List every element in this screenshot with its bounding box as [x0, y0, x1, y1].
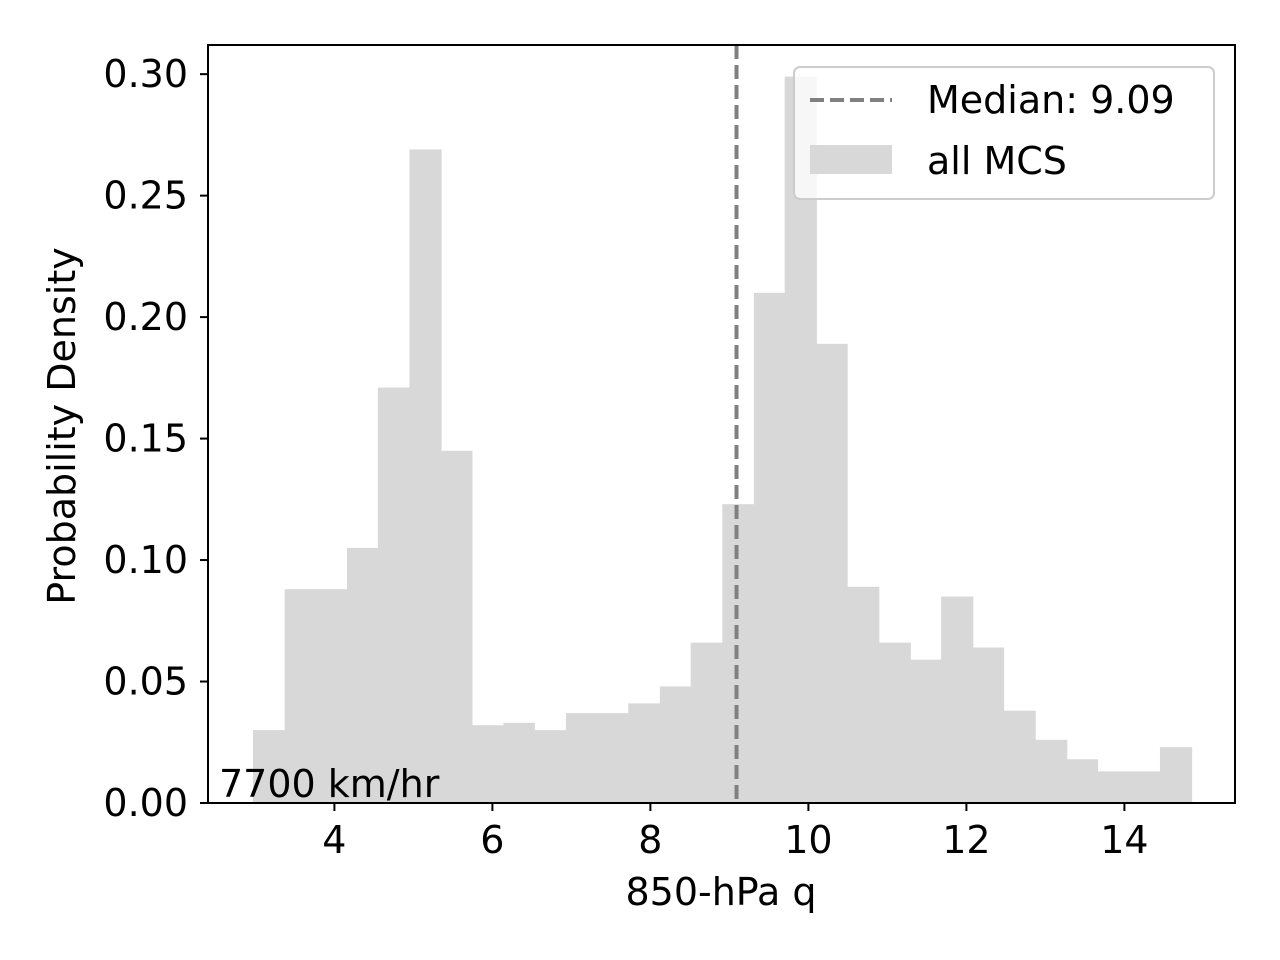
histogram-bar — [1097, 771, 1130, 803]
histogram-bar — [347, 547, 379, 803]
x-tick-label: 10 — [784, 818, 832, 862]
histogram-bar — [1066, 759, 1099, 803]
histogram-bar — [565, 713, 599, 803]
legend-bar-swatch — [810, 145, 892, 174]
histogram-bar — [659, 686, 692, 803]
histogram-bar — [534, 730, 567, 803]
histogram-bar — [878, 642, 911, 803]
histogram-bar — [597, 713, 629, 803]
histogram-bar — [441, 450, 473, 803]
histogram-bar — [253, 730, 286, 803]
histogram-bar — [628, 703, 661, 803]
speed-annotation: 7700 km/hr — [219, 762, 440, 806]
plot-frame — [207, 44, 1236, 804]
histogram-bar — [941, 596, 974, 803]
y-axis-label: Probability Density — [40, 247, 84, 604]
legend-median-label: Median: 9.09 — [927, 78, 1175, 122]
x-tick-label: 12 — [942, 818, 990, 862]
y-tick-label: 0.25 — [103, 174, 188, 218]
x-tick-label: 8 — [638, 818, 662, 862]
x-tick-label: 6 — [480, 818, 504, 862]
legend-series-label: all MCS — [927, 139, 1067, 183]
y-tick-label: 0.10 — [103, 538, 188, 582]
histogram-bar — [471, 725, 505, 803]
histogram-bar — [1003, 710, 1036, 803]
legend-box — [793, 66, 1215, 200]
histogram-bar — [1159, 747, 1193, 803]
y-axis-ticks: 0.00 0.05 0.10 0.15 0.20 0.25 0.30 — [103, 52, 208, 825]
histogram-bar — [847, 586, 880, 803]
y-tick-label: 0.15 — [103, 417, 188, 461]
histogram-bar — [377, 387, 411, 803]
legend: Median: 9.09 all MCS — [793, 66, 1215, 200]
x-tick-label: 14 — [1100, 818, 1148, 862]
x-axis-label: 850-hPa q — [625, 870, 816, 914]
histogram-bar — [972, 647, 1005, 803]
histogram-bar — [315, 589, 348, 803]
histogram-bars — [253, 76, 1193, 804]
y-tick-label: 0.05 — [103, 660, 188, 704]
histogram-bar — [910, 659, 942, 803]
histogram-bar — [409, 149, 442, 804]
x-axis-ticks: 4 6 8 10 12 14 — [322, 803, 1149, 862]
histogram-bar — [1035, 739, 1068, 803]
histogram-bar — [690, 642, 723, 803]
histogram-bar — [753, 292, 786, 803]
histogram-bar — [503, 722, 535, 803]
x-tick-label: 4 — [322, 818, 346, 862]
y-tick-label: 0.20 — [103, 295, 188, 339]
histogram-bar — [284, 589, 317, 803]
histogram-bar — [816, 343, 848, 803]
histogram-bar — [1129, 771, 1161, 803]
y-tick-label: 0.30 — [103, 52, 188, 96]
y-tick-label: 0.00 — [103, 781, 188, 825]
